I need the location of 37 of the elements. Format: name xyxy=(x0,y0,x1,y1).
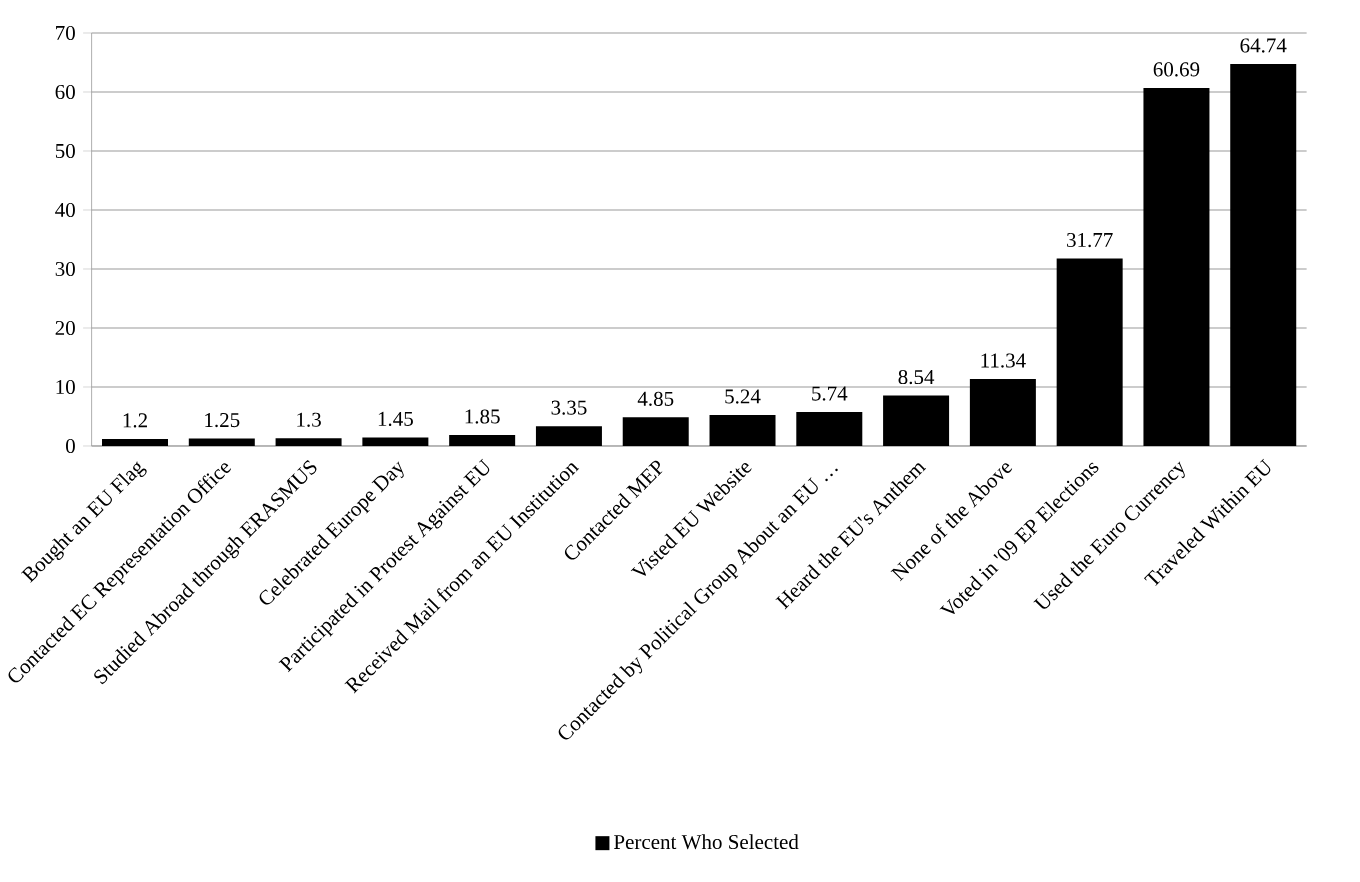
y-tick-label: 0 xyxy=(66,438,75,454)
bar xyxy=(883,395,950,446)
y-tick-label: 20 xyxy=(55,320,75,336)
bar xyxy=(622,417,689,446)
data-label: 4.85 xyxy=(637,391,674,406)
bar xyxy=(275,438,342,446)
y-tick-label: 10 xyxy=(56,379,75,395)
bar xyxy=(1056,258,1123,446)
legend-label: Percent Who Selected xyxy=(614,834,799,850)
data-label: 5.74 xyxy=(812,386,848,401)
data-label: 64.74 xyxy=(1240,38,1287,53)
bar xyxy=(1230,64,1297,446)
data-label: 1.85 xyxy=(465,409,500,424)
y-tick-label: 70 xyxy=(56,25,75,41)
data-label: 1.2 xyxy=(123,413,147,428)
y-tick-label: 30 xyxy=(55,261,75,277)
y-tick-label: 50 xyxy=(55,143,75,159)
data-label: 60.69 xyxy=(1153,62,1200,77)
bar xyxy=(969,379,1036,446)
bar xyxy=(796,412,863,446)
bar xyxy=(449,435,516,446)
bar xyxy=(102,438,169,446)
data-label: 1.3 xyxy=(297,412,321,427)
data-label: 1.25 xyxy=(205,413,240,428)
data-label: 5.24 xyxy=(725,389,761,404)
bar xyxy=(1143,87,1210,446)
bar xyxy=(362,437,429,446)
data-label: 31.77 xyxy=(1067,232,1113,248)
y-tick-label: 40 xyxy=(55,202,75,218)
bar xyxy=(535,426,602,446)
data-label: 1.45 xyxy=(378,411,413,427)
data-label: 3.35 xyxy=(551,400,587,415)
data-label: 11.34 xyxy=(981,353,1026,368)
bar xyxy=(188,438,255,446)
y-tick-label: 60 xyxy=(55,84,75,100)
data-label: 8.54 xyxy=(898,369,935,385)
bar xyxy=(709,415,776,446)
